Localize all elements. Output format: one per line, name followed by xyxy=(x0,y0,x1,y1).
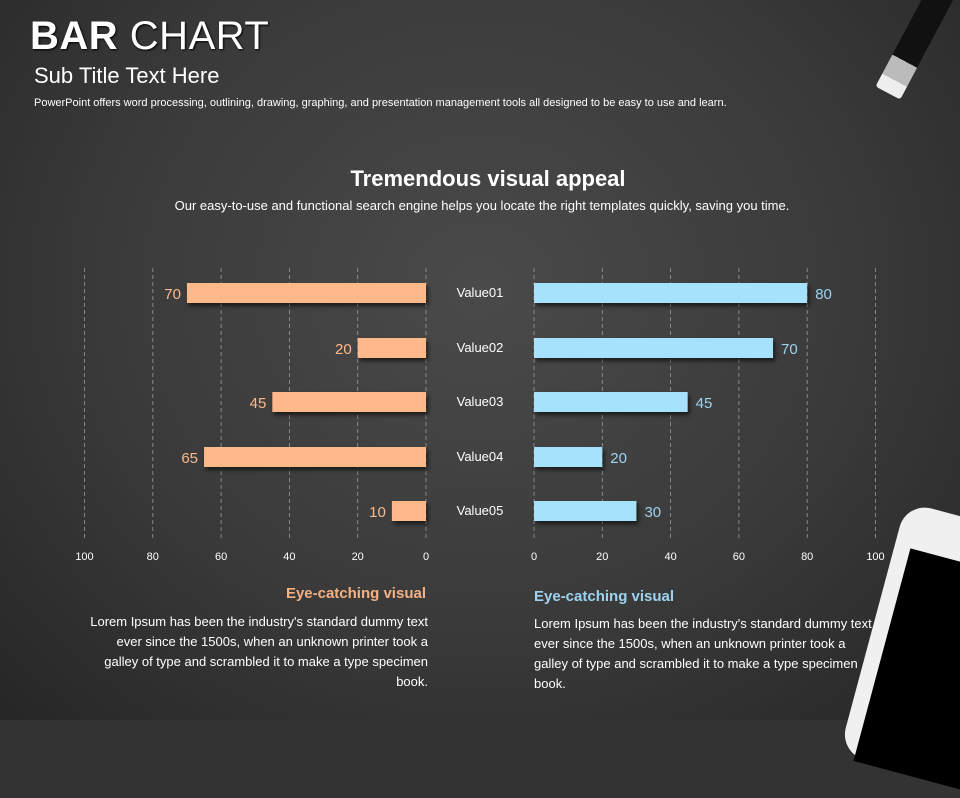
subtitle: Sub Title Text Here xyxy=(34,63,220,88)
x-tick-label-right: 20 xyxy=(596,551,608,563)
right-caption-text: Lorem Ipsum has been the industry's stan… xyxy=(534,616,872,691)
x-tick-label-left: 100 xyxy=(75,551,93,563)
data-label-right: 20 xyxy=(610,450,627,467)
category-label: Value02 xyxy=(457,340,504,355)
data-label-right: 30 xyxy=(644,504,661,521)
data-label-left: 10 xyxy=(369,504,386,521)
category-label: Value05 xyxy=(457,503,504,518)
data-label-right: 80 xyxy=(815,286,832,303)
bar-right xyxy=(534,501,637,521)
x-tick-label-right: 0 xyxy=(531,551,537,563)
description: PowerPoint offers word processing, outli… xyxy=(34,97,727,109)
bar-left xyxy=(186,283,426,303)
bar-right xyxy=(534,392,688,412)
title-rest: CHART xyxy=(129,14,270,58)
bar-right xyxy=(534,338,774,358)
category-label: Value04 xyxy=(457,449,504,464)
x-tick-label-right: 40 xyxy=(664,551,676,563)
title-bold: BAR xyxy=(30,14,119,58)
x-tick-label-left: 20 xyxy=(352,551,364,563)
data-label-right: 70 xyxy=(781,341,798,358)
x-tick-label-left: 80 xyxy=(147,551,159,563)
category-label: Value03 xyxy=(457,394,504,409)
bar-left xyxy=(272,392,426,412)
data-label-left: 20 xyxy=(335,341,352,358)
x-tick-label-right: 60 xyxy=(733,551,745,563)
bar-left xyxy=(357,338,426,358)
data-label-right: 45 xyxy=(696,395,713,412)
data-label-left: 65 xyxy=(181,450,198,467)
x-tick-label-right: 100 xyxy=(866,551,884,563)
data-label-left: 70 xyxy=(164,286,181,303)
bar-chart: 0 0 20 20 40 40 60 60 80 80 100 100 Value01 70 80 Value… xyxy=(75,268,885,563)
section-heading: Tremendous visual appeal xyxy=(350,166,626,191)
right-caption-title: Eye-catching visual xyxy=(534,588,675,605)
left-caption-text: Lorem Ipsum has been the industry's stan… xyxy=(90,614,428,689)
bar-right xyxy=(534,283,808,303)
section-text: Our easy-to-use and functional search en… xyxy=(174,198,790,213)
bar-right xyxy=(534,447,603,467)
x-tick-label-left: 60 xyxy=(215,551,227,563)
bar-left xyxy=(391,501,426,521)
category-label: Value01 xyxy=(457,285,504,300)
bar-left xyxy=(204,447,426,467)
slide-title: BAR CHART xyxy=(30,14,269,59)
left-caption-title: Eye-catching visual xyxy=(285,585,426,602)
x-tick-label-right: 80 xyxy=(801,551,813,563)
x-tick-label-left: 40 xyxy=(283,551,295,563)
data-label-left: 45 xyxy=(250,395,267,412)
x-tick-label-left: 0 xyxy=(423,551,429,563)
